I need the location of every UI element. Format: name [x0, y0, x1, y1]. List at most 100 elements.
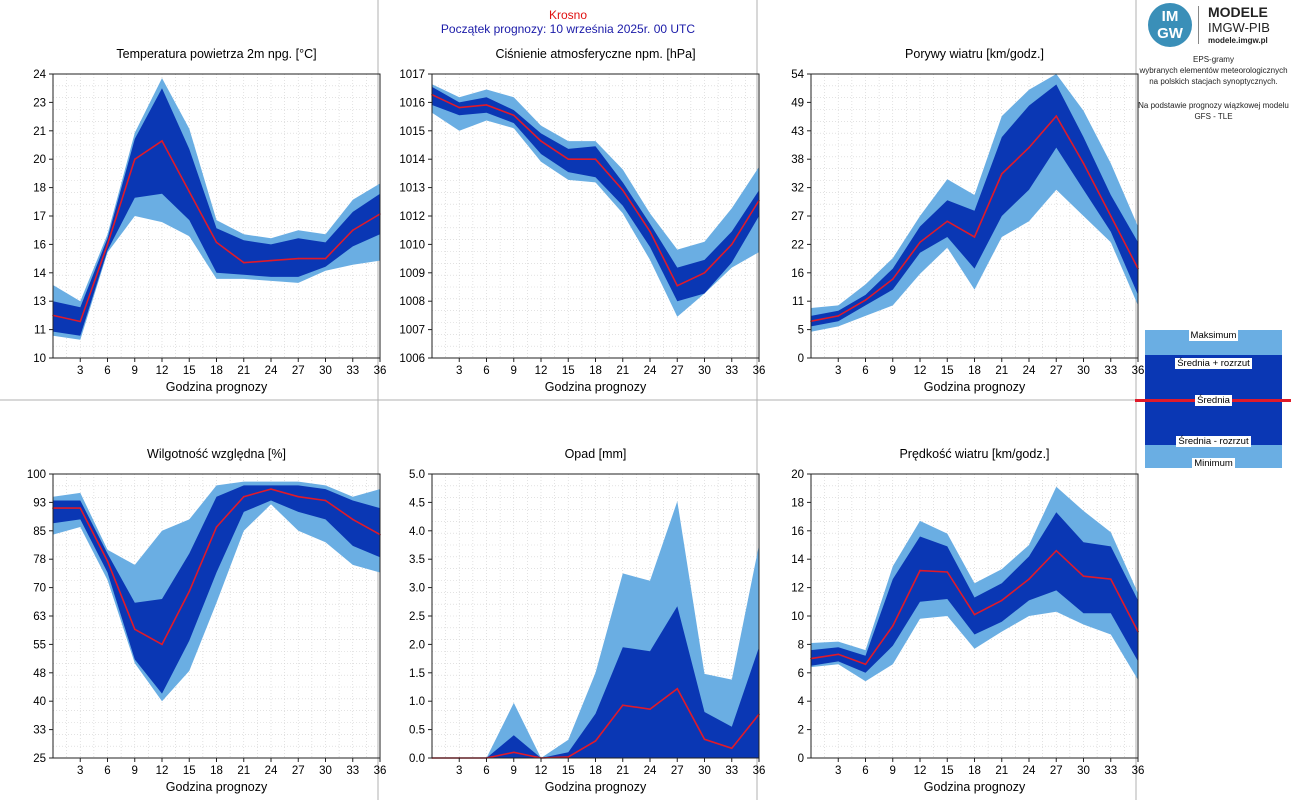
chart-5: 0.00.51.01.52.02.53.03.54.04.55.03 6 9 12 15… — [409, 447, 765, 794]
mean-point — [703, 738, 706, 741]
x-tick-label: 12 — [535, 365, 548, 377]
x-tick-label: 6 — [483, 765, 489, 777]
legend-min-label: Minimum — [1192, 458, 1235, 469]
mean-point — [594, 740, 597, 742]
y-tick-label: 1.0 — [409, 696, 425, 708]
x-tick-label: 27 — [671, 365, 684, 377]
x-tick-label: 9 — [511, 365, 517, 377]
y-tick-label: 18 — [791, 497, 804, 509]
x-tick-label: 18 — [968, 765, 981, 777]
y-tick-label: 1006 — [399, 353, 425, 365]
mean-point — [703, 272, 706, 274]
x-tick-label: 6 — [104, 365, 110, 377]
mean-point — [352, 229, 354, 231]
info-description: EPS-gramy wybranych elementów meteorolog… — [1136, 54, 1291, 87]
y-tick-label: 27 — [791, 211, 804, 223]
y-tick-label: 16 — [791, 268, 804, 280]
chart-title: Opad [mm] — [565, 447, 627, 461]
x-tick-label: 30 — [319, 765, 332, 777]
logo-subtitle: IMGW-PIB — [1208, 20, 1270, 35]
y-tick-label: 8 — [798, 639, 804, 651]
series-rednia-rozrzut-rednia-rozrzut-band — [53, 88, 380, 336]
info-line-2: wybranych elementów meteorologicznych — [1139, 66, 1288, 75]
legend: Maksimum Średnia + rozrzut Średnia Średn… — [1135, 330, 1291, 469]
y-tick-label: 13 — [33, 296, 46, 308]
series-rednia-rozrzut-rednia-rozrzut-band — [811, 512, 1138, 673]
y-tick-label: 3.0 — [409, 583, 425, 595]
x-tick-label: 36 — [1132, 365, 1145, 377]
legend-range-swatch-bottom — [1145, 445, 1282, 468]
mean-point — [1055, 549, 1058, 552]
logo-url[interactable]: modele.imgw.pl — [1208, 36, 1268, 45]
mean-point — [106, 243, 109, 246]
mean-point — [161, 140, 163, 142]
imgw-logo[interactable]: IM GW MODELE IMGW-PIB modele.imgw.pl — [1146, 2, 1284, 48]
y-tick-label: 1010 — [399, 239, 425, 251]
y-tick-label: 2 — [798, 725, 804, 737]
y-tick-label: 16 — [33, 239, 46, 251]
mean-point — [973, 613, 976, 616]
mean-point — [946, 220, 949, 223]
x-tick-label: 3 — [456, 365, 462, 377]
x-tick-label: 36 — [753, 765, 766, 777]
mean-point — [243, 261, 245, 264]
chart-title: Temperatura powietrza 2m npg. [°C] — [116, 47, 316, 61]
x-axis-label: Godzina prognozy — [924, 780, 1026, 794]
x-tick-label: 15 — [562, 365, 575, 377]
y-tick-label: 78 — [33, 554, 46, 566]
forecast-start: Początek prognozy: 10 września 2025r. 00… — [440, 22, 696, 36]
y-tick-label: 5 — [798, 325, 804, 337]
x-tick-label: 3 — [835, 365, 841, 377]
mean-point — [215, 526, 218, 528]
mean-point — [649, 230, 651, 233]
mean-point — [188, 190, 191, 193]
mean-point — [864, 299, 867, 301]
mean-point — [892, 625, 894, 627]
y-tick-label: 23 — [33, 97, 46, 109]
y-tick-label: 38 — [791, 154, 804, 166]
y-tick-label: 10 — [791, 611, 804, 623]
mean-point — [919, 241, 921, 244]
x-tick-label: 15 — [941, 765, 954, 777]
info-line-5: GFS - TLE — [1194, 112, 1233, 121]
x-tick-label: 21 — [616, 365, 629, 377]
x-tick-label: 12 — [535, 765, 548, 777]
x-tick-label: 15 — [941, 365, 954, 377]
x-tick-label: 24 — [644, 365, 657, 377]
y-tick-label: 18 — [33, 183, 46, 195]
y-tick-label: 4.5 — [409, 497, 425, 509]
x-tick-label: 18 — [210, 365, 223, 377]
y-tick-label: 4.0 — [409, 526, 425, 538]
imgw-globe-icon: IM GW — [1148, 3, 1192, 47]
y-tick-label: 0.0 — [409, 753, 425, 765]
x-tick-label: 9 — [890, 765, 896, 777]
y-tick-label: 40 — [33, 696, 46, 708]
x-tick-label: 21 — [616, 765, 629, 777]
mean-point — [513, 114, 515, 117]
series-rednia-rozrzut-rednia-rozrzut-band — [811, 84, 1138, 327]
y-tick-label: 20 — [33, 154, 46, 166]
mean-point — [513, 751, 515, 754]
x-tick-label: 27 — [671, 765, 684, 777]
y-tick-label: 12 — [791, 583, 804, 595]
x-tick-label: 24 — [644, 765, 657, 777]
x-tick-label: 27 — [292, 365, 305, 377]
info-line-3: na polskich stacjach synoptycznych. — [1149, 77, 1278, 86]
mean-point — [1110, 578, 1112, 580]
x-tick-label: 3 — [77, 765, 83, 777]
mean-point — [731, 243, 733, 246]
x-tick-label: 36 — [374, 365, 387, 377]
mean-point — [324, 499, 327, 502]
mean-point — [622, 189, 624, 191]
x-tick-label: 33 — [346, 765, 359, 777]
mean-point — [1055, 115, 1058, 117]
mean-point — [892, 278, 894, 280]
y-tick-label: 32 — [791, 183, 804, 195]
station-name: Krosno — [548, 8, 588, 22]
chart-title: Porywy wiatru [km/godz.] — [905, 47, 1044, 61]
x-tick-label: 33 — [725, 765, 738, 777]
y-tick-label: 43 — [791, 126, 804, 138]
mean-point — [134, 158, 136, 160]
